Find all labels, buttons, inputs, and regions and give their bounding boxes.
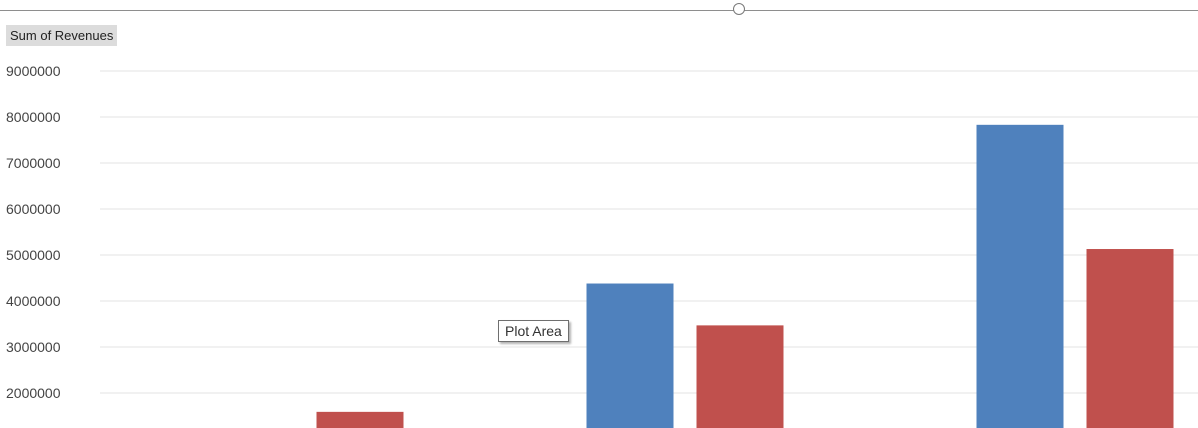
plot-area-tooltip: Plot Area — [498, 320, 569, 342]
bar-series1-category2[interactable] — [586, 283, 674, 428]
y-tick-label: 8000000 — [6, 109, 61, 125]
y-tick-label: 4000000 — [6, 293, 61, 309]
chart-border — [0, 10, 1198, 11]
y-tick-label: 7000000 — [6, 155, 61, 171]
y-tick-label: 3000000 — [6, 339, 61, 355]
bar-series1-category3[interactable] — [976, 124, 1064, 428]
y-tick-label: 2000000 — [6, 385, 61, 401]
bar-series2-category2[interactable] — [696, 325, 784, 428]
field-button-sum-of-revenues[interactable]: Sum of Revenues — [6, 25, 118, 46]
y-tick-label: 6000000 — [6, 201, 61, 217]
y-tick-label: 9000000 — [6, 63, 61, 79]
y-axis-ticks: 2000000 3000000 4000000 5000000 6000000 70000… — [6, 63, 61, 401]
bar-series2-category3[interactable] — [1086, 249, 1174, 428]
circle-handle-icon[interactable] — [733, 3, 745, 15]
bars[interactable] — [316, 124, 1174, 428]
bar-series2-category1[interactable] — [316, 411, 404, 428]
y-tick-label: 5000000 — [6, 247, 61, 263]
